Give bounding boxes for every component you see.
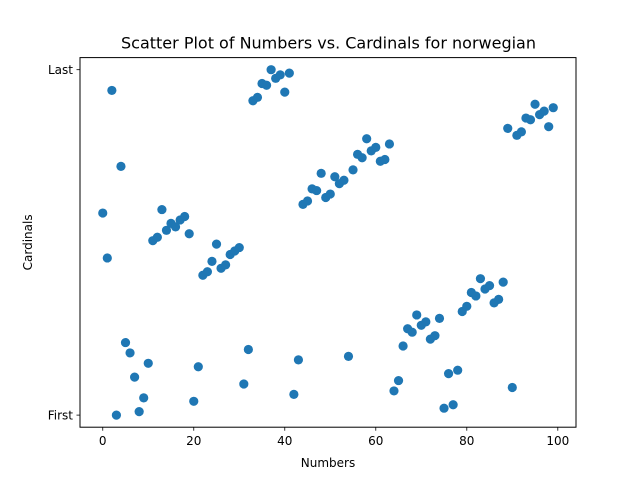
- data-point: [98, 208, 108, 218]
- data-point: [275, 70, 285, 80]
- data-point: [371, 142, 381, 153]
- data-point: [102, 253, 112, 263]
- data-point: [261, 80, 272, 90]
- x-tick-label: 60: [368, 434, 383, 448]
- data-point: [239, 379, 249, 389]
- data-points: [98, 65, 558, 420]
- data-point: [525, 115, 536, 125]
- data-point: [530, 99, 540, 109]
- data-point: [202, 267, 213, 277]
- data-point: [325, 189, 335, 199]
- data-point: [507, 382, 517, 393]
- data-point: [125, 348, 135, 358]
- chart-title: Scatter Plot of Numbers vs. Cardinals fo…: [121, 34, 536, 53]
- data-point: [293, 355, 304, 365]
- data-point: [280, 87, 290, 97]
- data-point: [312, 185, 322, 196]
- data-point: [180, 211, 190, 222]
- data-point: [384, 139, 395, 149]
- data-point: [462, 301, 472, 311]
- data-point: [443, 369, 454, 379]
- y-axis-ticks: First Last: [48, 63, 80, 423]
- data-point: [316, 168, 326, 178]
- data-point: [107, 85, 117, 96]
- data-point: [130, 372, 140, 382]
- data-point: [484, 280, 495, 291]
- data-point: [211, 239, 222, 249]
- data-point: [343, 351, 354, 361]
- data-point: [434, 313, 445, 323]
- data-point: [143, 358, 153, 368]
- x-axis-label: Numbers: [301, 456, 355, 470]
- data-point: [284, 68, 294, 78]
- data-point: [189, 396, 199, 406]
- data-point: [539, 106, 549, 116]
- data-point: [475, 274, 486, 284]
- data-point: [471, 291, 481, 301]
- data-point: [234, 242, 244, 253]
- data-point: [193, 362, 203, 372]
- data-point: [330, 172, 340, 182]
- data-point: [516, 127, 526, 137]
- data-point: [289, 389, 299, 399]
- data-point: [161, 225, 172, 235]
- plot-frame: [79, 57, 577, 428]
- data-point: [407, 327, 417, 337]
- data-point: [207, 256, 217, 266]
- data-point: [503, 123, 513, 134]
- plot-area: [79, 57, 577, 428]
- data-point: [357, 153, 367, 163]
- data-point: [439, 403, 449, 413]
- data-point: [498, 277, 508, 287]
- data-point: [221, 260, 231, 270]
- data-point: [152, 232, 162, 242]
- data-point: [252, 92, 263, 102]
- x-tick-label: 40: [277, 434, 292, 448]
- data-point: [157, 204, 167, 215]
- y-tick-label: Last: [48, 63, 73, 77]
- data-point: [430, 331, 440, 341]
- data-point: [134, 407, 144, 417]
- data-point: [348, 165, 358, 175]
- data-point: [266, 65, 276, 75]
- x-tick-label: 20: [186, 434, 201, 448]
- data-point: [120, 337, 131, 348]
- data-point: [339, 175, 349, 185]
- data-point: [412, 310, 422, 320]
- data-point: [243, 344, 253, 355]
- data-point: [184, 229, 194, 239]
- data-point: [421, 317, 431, 327]
- data-point: [453, 365, 463, 375]
- data-point: [494, 294, 504, 304]
- data-point: [389, 386, 399, 396]
- data-point: [398, 341, 408, 351]
- data-point: [111, 410, 122, 420]
- data-point: [362, 134, 372, 144]
- data-point: [548, 103, 558, 113]
- data-point: [380, 154, 390, 165]
- data-point: [139, 393, 149, 403]
- data-point: [448, 400, 458, 410]
- x-axis-ticks: 0 20 40 60 80 100: [99, 427, 569, 448]
- x-tick-label: 0: [99, 434, 107, 448]
- y-tick-label: First: [48, 409, 74, 423]
- y-axis-label: Cardinals: [21, 214, 35, 270]
- data-point: [393, 375, 404, 386]
- x-tick-label: 100: [546, 434, 569, 448]
- x-tick-label: 80: [459, 434, 474, 448]
- data-point: [170, 222, 181, 232]
- data-point: [544, 122, 554, 132]
- data-point: [302, 196, 313, 206]
- data-point: [116, 161, 126, 172]
